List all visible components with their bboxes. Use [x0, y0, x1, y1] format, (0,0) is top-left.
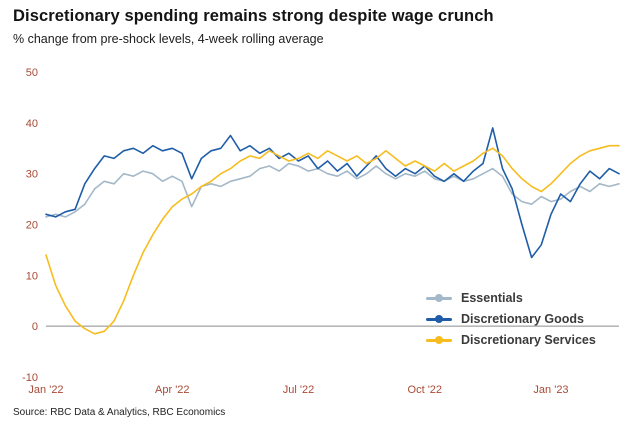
x-axis-label: Jan '22 — [28, 384, 63, 396]
legend-marker-icon — [426, 315, 452, 323]
series-line-discretionary-services — [45, 144, 620, 335]
legend-marker-icon — [426, 294, 452, 302]
y-axis-label: -10 — [22, 372, 38, 384]
chart-legend: Essentials Discretionary Goods Discretiona… — [426, 290, 596, 348]
legend-label: Discretionary Services — [461, 333, 596, 347]
legend-label: Essentials — [461, 291, 523, 305]
chart-title: Discretionary spending remains strong de… — [13, 7, 494, 25]
y-axis-label: 10 — [26, 270, 38, 282]
y-axis-label: 0 — [32, 321, 38, 333]
x-axis-label: Apr '22 — [155, 384, 190, 396]
y-axis-label: 20 — [26, 220, 38, 232]
legend-item: Discretionary Services — [426, 332, 596, 348]
y-axis-label: 40 — [26, 118, 38, 130]
y-axis-label: 30 — [26, 169, 38, 181]
y-axis-label: 50 — [26, 67, 38, 79]
source-text: Source: RBC Data & Analytics, RBC Econom… — [13, 407, 226, 418]
x-axis-label: Jul '22 — [283, 384, 314, 396]
legend-label: Discretionary Goods — [461, 312, 584, 326]
x-axis-label: Oct '22 — [408, 384, 443, 396]
legend-marker-icon — [426, 336, 452, 344]
legend-item: Discretionary Goods — [426, 311, 596, 327]
series-line-essentials — [45, 162, 620, 218]
chart-subtitle: % change from pre-shock levels, 4-week r… — [13, 32, 324, 46]
legend-item: Essentials — [426, 290, 596, 306]
series-line-discretionary-goods — [45, 127, 620, 259]
x-axis-label: Jan '23 — [533, 384, 568, 396]
